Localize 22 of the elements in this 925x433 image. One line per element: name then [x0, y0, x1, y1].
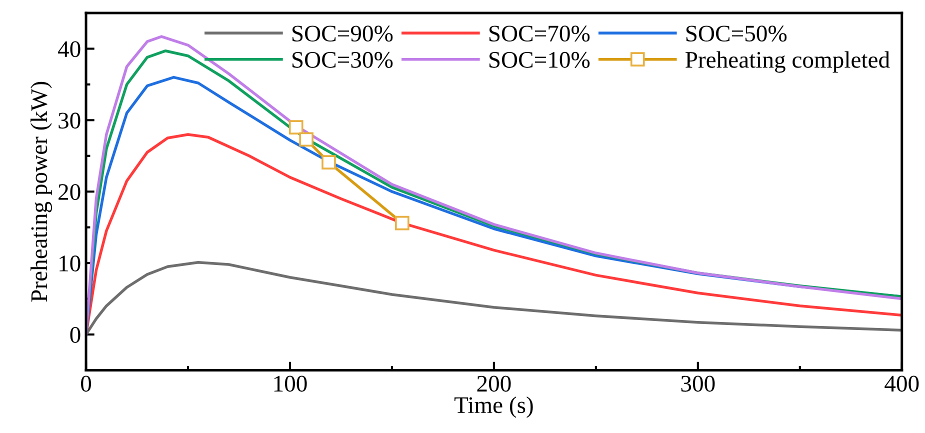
legend-label: SOC=30%: [292, 52, 393, 68]
x-axis-title: Time (s): [454, 396, 533, 418]
point: [288, 120, 304, 134]
y-axis-title: Preheating power (kW): [30, 82, 52, 302]
y-tick-label: 10: [60, 256, 80, 272]
x-tick-label: 200: [477, 376, 511, 392]
legend-label: Preheating completed: [686, 51, 890, 73]
point: [322, 155, 336, 170]
y-tick-label: 0: [70, 326, 80, 343]
y-tick-label: 30: [58, 112, 80, 129]
x-tick-label: 300: [681, 376, 715, 392]
y-tick-label: 40: [58, 41, 80, 58]
legend-label: SOC=70%: [489, 26, 590, 42]
line-series: [86, 260, 902, 336]
x-tick-label: 400: [884, 376, 919, 392]
point: [299, 132, 314, 147]
x-tick-label: 100: [274, 376, 307, 392]
legend-label: SOC=50%: [686, 26, 787, 42]
legend-label: SOC=90%: [292, 26, 393, 42]
y-tick-label: 20: [58, 184, 80, 200]
legend-label: SOC=10%: [489, 52, 590, 68]
x-tick-label: 0: [81, 376, 92, 392]
